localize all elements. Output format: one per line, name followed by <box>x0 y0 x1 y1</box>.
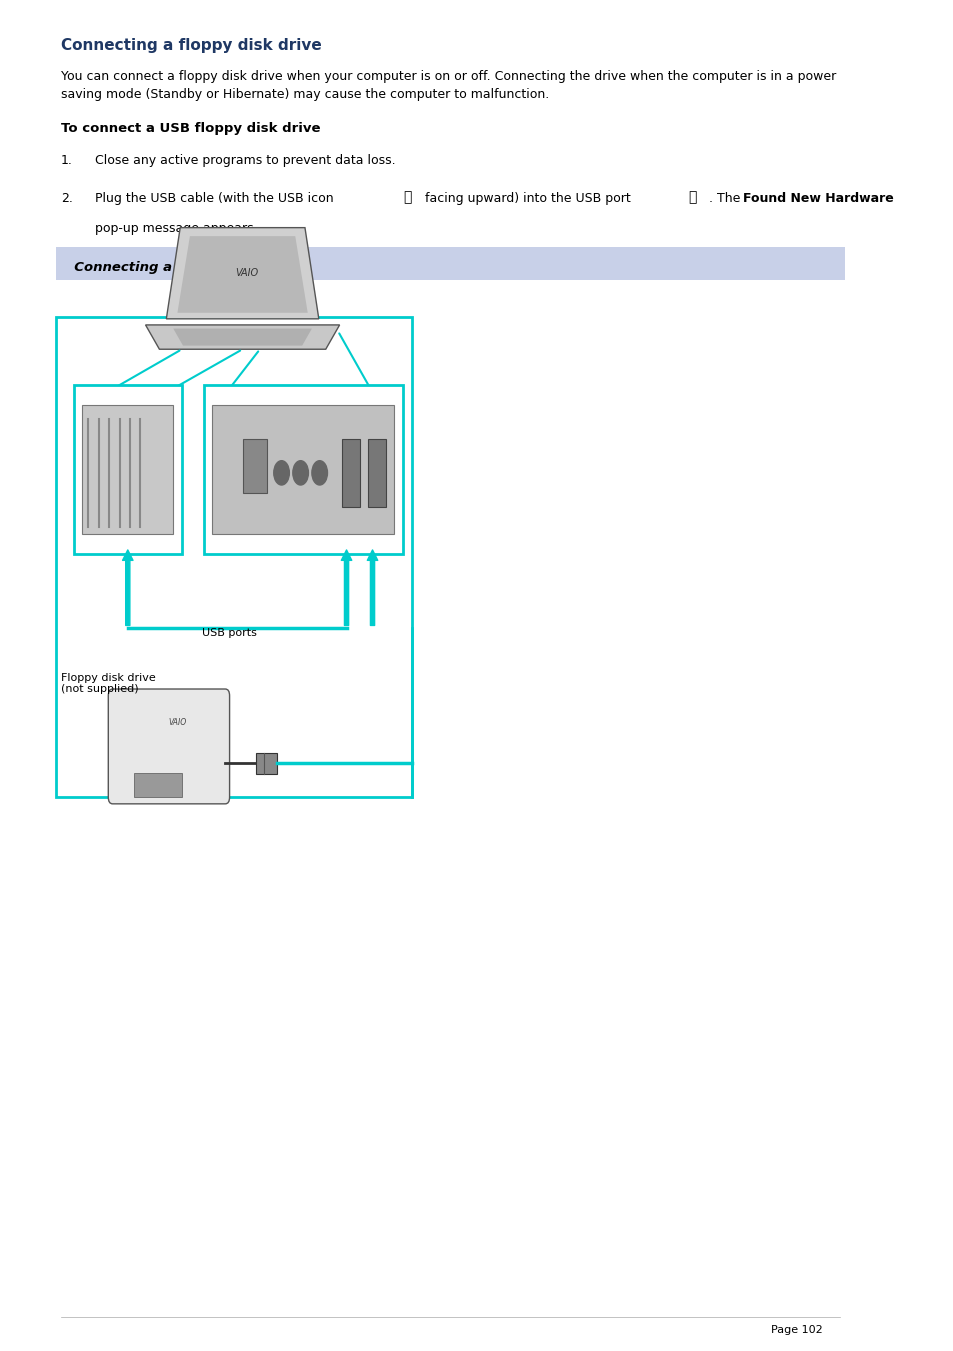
FancyBboxPatch shape <box>255 753 277 774</box>
Circle shape <box>293 461 308 485</box>
Text: facing upward) into the USB port: facing upward) into the USB port <box>424 192 630 205</box>
Text: ⼉: ⼉ <box>688 190 697 204</box>
FancyBboxPatch shape <box>73 385 182 554</box>
Text: pop-up message appears.: pop-up message appears. <box>95 222 257 235</box>
Polygon shape <box>173 328 312 346</box>
Polygon shape <box>146 326 339 349</box>
Text: Connecting a floppy disk drive: Connecting a floppy disk drive <box>61 38 321 53</box>
Circle shape <box>312 461 327 485</box>
Text: Close any active programs to prevent data loss.: Close any active programs to prevent dat… <box>95 154 395 168</box>
Text: Plug the USB cable (with the USB icon: Plug the USB cable (with the USB icon <box>95 192 334 205</box>
Text: . The: . The <box>708 192 740 205</box>
Text: USB ports: USB ports <box>202 628 256 638</box>
Polygon shape <box>166 227 318 319</box>
FancyBboxPatch shape <box>242 439 267 493</box>
FancyBboxPatch shape <box>212 405 394 534</box>
Text: Connecting a Floppy Disk Drive: Connecting a Floppy Disk Drive <box>65 261 308 274</box>
Circle shape <box>274 461 289 485</box>
Text: To connect a USB floppy disk drive: To connect a USB floppy disk drive <box>61 122 320 135</box>
Text: Page 102: Page 102 <box>770 1325 822 1335</box>
Text: VAIO: VAIO <box>235 267 258 278</box>
FancyBboxPatch shape <box>82 405 173 534</box>
Text: You can connect a floppy disk drive when your computer is on or off. Connecting : You can connect a floppy disk drive when… <box>61 70 835 101</box>
Text: ⼉: ⼉ <box>402 190 411 204</box>
FancyBboxPatch shape <box>342 439 359 507</box>
FancyBboxPatch shape <box>368 439 385 507</box>
FancyBboxPatch shape <box>56 247 843 280</box>
Text: VAIO: VAIO <box>169 719 187 727</box>
Polygon shape <box>177 236 308 313</box>
FancyBboxPatch shape <box>203 385 402 554</box>
FancyBboxPatch shape <box>134 773 182 797</box>
Text: Floppy disk drive
(not supplied): Floppy disk drive (not supplied) <box>61 673 155 694</box>
FancyBboxPatch shape <box>109 689 230 804</box>
Text: 2.: 2. <box>61 192 72 205</box>
Text: 1.: 1. <box>61 154 72 168</box>
Text: Found New Hardware: Found New Hardware <box>742 192 893 205</box>
